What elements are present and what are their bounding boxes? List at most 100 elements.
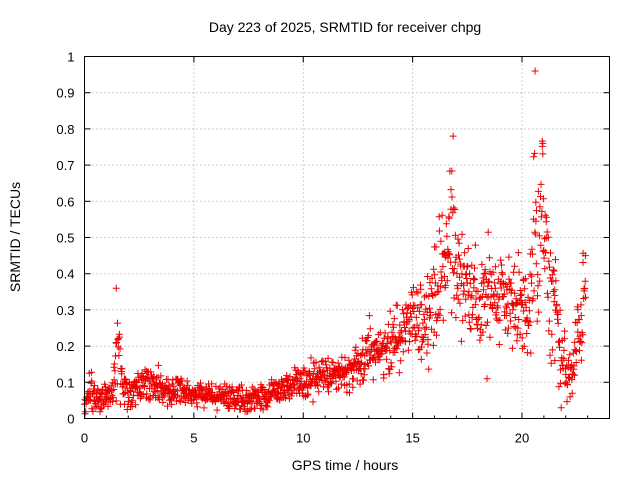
data-point [502, 312, 510, 319]
data-point [501, 308, 509, 316]
data-point [110, 376, 118, 384]
data-point [529, 295, 537, 303]
data-point [246, 406, 254, 414]
data-point [383, 355, 391, 363]
data-point [484, 282, 492, 290]
y-tick-label: 0.5 [56, 231, 74, 246]
data-point [554, 311, 562, 318]
data-point [532, 198, 540, 206]
data-point [127, 387, 135, 395]
data-point [380, 334, 388, 342]
data-point [544, 233, 552, 241]
data-point [533, 207, 540, 215]
data-point [420, 293, 428, 301]
data-point [125, 394, 133, 401]
data-point [520, 342, 528, 350]
data-point [577, 301, 585, 309]
data-point [485, 277, 493, 285]
data-point [415, 307, 423, 315]
data-point [541, 265, 549, 273]
data-point [529, 250, 537, 258]
data-point [304, 390, 312, 398]
data-point [563, 381, 571, 389]
data-point [531, 230, 539, 238]
data-point [491, 263, 499, 271]
data-point [490, 291, 498, 299]
data-point [251, 404, 259, 412]
data-point [497, 256, 505, 264]
data-point [463, 275, 471, 282]
data-point [462, 295, 470, 303]
data-point [474, 315, 482, 323]
data-point [88, 377, 96, 385]
data-point [541, 235, 549, 243]
data-point [471, 301, 479, 309]
data-point [143, 390, 151, 398]
data-point [458, 230, 466, 238]
y-tick-label: 0.9 [56, 86, 74, 101]
data-point [516, 330, 524, 338]
data-point [334, 359, 342, 367]
data-point [538, 207, 546, 215]
data-point [168, 400, 176, 408]
data-point [157, 372, 165, 380]
data-point [580, 295, 588, 302]
data-point [412, 288, 420, 296]
data-point [496, 316, 504, 324]
data-point [468, 292, 476, 300]
data-point [456, 255, 464, 263]
y-tick-label: 1 [67, 50, 74, 65]
data-point [177, 398, 185, 405]
data-point [537, 180, 545, 188]
data-point [129, 396, 137, 404]
data-point [521, 298, 529, 306]
x-tick-label: 5 [190, 431, 197, 446]
data-point [208, 380, 216, 388]
data-point [556, 343, 563, 351]
data-point [454, 235, 462, 243]
data-point [533, 317, 541, 325]
data-point [507, 279, 515, 287]
data-point [138, 392, 145, 400]
data-point [358, 359, 366, 367]
data-point [413, 332, 421, 340]
data-point [390, 315, 398, 323]
data-point [291, 382, 298, 390]
data-point [335, 384, 342, 392]
data-point [341, 354, 349, 362]
x-tick-label: 10 [296, 431, 310, 446]
data-point [451, 206, 459, 213]
data-point [577, 356, 585, 364]
data-point [315, 388, 323, 396]
data-point [571, 338, 579, 346]
data-point [517, 301, 525, 309]
data-point [528, 272, 536, 280]
data-point [431, 271, 439, 279]
data-point [424, 336, 432, 344]
data-point [547, 249, 554, 257]
data-point [525, 321, 533, 329]
data-point [419, 319, 427, 327]
data-point [422, 305, 430, 313]
x-tick-label: 20 [515, 431, 529, 446]
data-point [433, 288, 441, 296]
data-point [380, 371, 388, 379]
data-point [499, 270, 507, 278]
data-point [551, 357, 559, 365]
data-point [432, 243, 440, 251]
data-point [517, 292, 525, 299]
data-point [566, 393, 574, 401]
data-point [154, 361, 162, 369]
data-point [470, 274, 478, 282]
data-point [385, 370, 393, 378]
data-point [526, 318, 534, 326]
data-point [581, 284, 589, 292]
data-point [238, 381, 245, 389]
data-point [531, 149, 539, 157]
data-point [466, 279, 474, 287]
data-point [147, 368, 155, 376]
data-point [505, 275, 513, 283]
y-axis-label: SRMTID / TECUs [7, 182, 23, 292]
data-point [386, 347, 394, 355]
grid-lines [84, 56, 610, 419]
